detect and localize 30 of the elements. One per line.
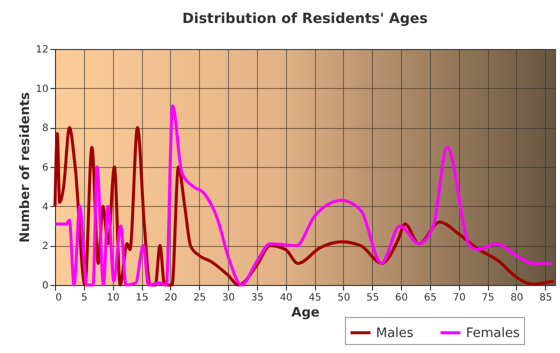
y-tick-label: 2 xyxy=(42,241,48,252)
y-tick-label: 12 xyxy=(36,44,48,56)
legend-label: Males xyxy=(376,326,414,341)
x-tick-label: 30 xyxy=(222,292,235,304)
x-axis-title: Age xyxy=(291,306,320,320)
x-tick-label: 0 xyxy=(56,292,62,304)
x-tick-label: 45 xyxy=(308,292,322,304)
x-tick-label: 5 xyxy=(81,292,88,304)
y-tick-label: 4 xyxy=(42,202,48,213)
x-tick-label: 20 xyxy=(164,292,178,304)
x-tick-label: 40 xyxy=(280,292,293,304)
y-tick-label: 0 xyxy=(42,280,48,292)
x-tick-label: 80 xyxy=(510,292,524,304)
x-tick-label: 65 xyxy=(424,292,437,304)
x-tick-label: 50 xyxy=(337,292,350,304)
x-tick-label: 85 xyxy=(539,292,552,304)
x-tick-label: 25 xyxy=(193,292,206,304)
y-axis-title: Number of residents xyxy=(18,92,33,243)
legend-label: Females xyxy=(466,326,520,341)
y-tick-label: 10 xyxy=(36,84,48,95)
x-tick-label: 35 xyxy=(250,292,264,304)
x-tick-label: 10 xyxy=(106,292,120,304)
y-tick-label: 8 xyxy=(42,123,48,134)
x-tick-label: 75 xyxy=(482,292,494,304)
x-tick-label: 60 xyxy=(395,292,408,304)
y-tick-label: 6 xyxy=(42,162,48,174)
x-tick-label: 55 xyxy=(366,292,380,304)
chart-title: Distribution of Residents' Ages xyxy=(182,11,428,27)
x-tick-label: 15 xyxy=(136,292,148,304)
x-tick-label: 70 xyxy=(452,292,466,304)
